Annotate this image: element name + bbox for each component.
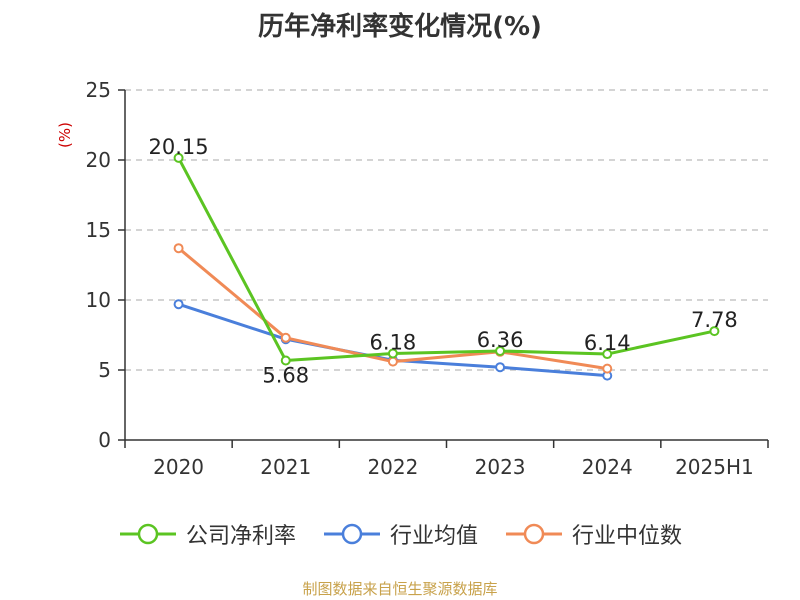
- data-point: [495, 345, 506, 356]
- x-tick-label: 2021: [260, 455, 311, 479]
- data-point: [495, 362, 506, 373]
- grid-lines: [125, 89, 768, 371]
- data-point: [709, 326, 720, 337]
- data-point: [602, 349, 613, 360]
- legend-marker-icon: [323, 523, 380, 545]
- x-tick-label: 2020: [153, 455, 204, 479]
- data-label: 6.14: [584, 331, 631, 355]
- data-point: [280, 355, 291, 366]
- legend-label: 行业中位数: [572, 524, 683, 549]
- x-tick-label: 2024: [582, 455, 633, 479]
- data-label: 7.78: [691, 308, 738, 332]
- data-label: 20.15: [149, 135, 209, 159]
- y-tick-label: 15: [86, 218, 111, 242]
- y-tick-label: 25: [86, 78, 111, 102]
- legend-label: 公司净利率: [185, 524, 296, 549]
- legend-item[interactable]: 公司净利率: [118, 518, 296, 550]
- data-label: 5.68: [262, 363, 309, 387]
- line-chart: 0 5 10 15 20 25 2020 2021 2022 2023 2024 2025H1 20.…: [86, 78, 769, 479]
- series-line: [177, 157, 715, 362]
- data-point: [280, 332, 291, 343]
- data-label: 6.36: [477, 328, 524, 352]
- y-tick-label: 5: [98, 358, 111, 382]
- x-tick-label: 2022: [367, 455, 418, 479]
- chart-title: 历年净利率变化情况(%): [258, 12, 542, 42]
- data-point: [602, 363, 613, 374]
- data-point: [387, 356, 398, 367]
- legend-marker-icon: [506, 523, 562, 545]
- legend-item[interactable]: 行业中位数: [504, 518, 682, 550]
- x-tick-label: 2025H1: [675, 455, 754, 479]
- data-label: 6.18: [370, 330, 417, 354]
- source-note: 制图数据来自恒生聚源数据库: [302, 580, 498, 598]
- legend-label: 行业均值: [389, 524, 478, 549]
- data-labels: 20.15 5.68 6.18 6.36 6.14 7.78: [149, 135, 738, 388]
- legend-item[interactable]: 行业均值: [322, 518, 478, 550]
- data-point: [173, 243, 184, 254]
- data-point: [387, 348, 398, 359]
- data-point: [173, 152, 184, 163]
- x-tick-label: 2023: [475, 455, 526, 479]
- y-tick-label: 0: [98, 428, 111, 452]
- series-layer: [173, 152, 720, 381]
- y-tick-label: 10: [86, 288, 111, 312]
- y-tick-label: 20: [86, 148, 111, 172]
- legend: 公司净利率 行业均值 行业中位数: [0, 518, 800, 550]
- data-point: [173, 299, 184, 310]
- legend-marker-icon: [119, 523, 176, 545]
- axes: 0 5 10 15 20 25 2020 2021 2022 2023 2024 2025H1: [86, 78, 769, 479]
